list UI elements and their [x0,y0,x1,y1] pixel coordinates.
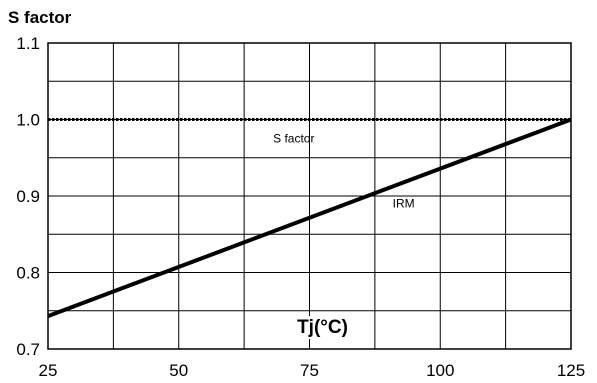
x-tick-label: 100 [426,361,454,380]
y-tick-label: 0.9 [16,187,40,206]
plot-frame [47,42,572,350]
y-axis-title: S factor [8,8,72,27]
x-tick-label: 25 [39,361,58,380]
y-tick-labels: 1.1 1.0 0.9 0.8 0.7 [16,34,40,359]
y-tick-label: 0.8 [16,264,40,283]
x-tick-label: 125 [557,361,585,380]
series-line-irm [47,117,572,318]
annotation-label: S factor [273,131,314,145]
y-tick-label: 0.7 [16,340,40,359]
y-tick-label: 1.0 [16,111,40,130]
x-tick-label: 50 [169,361,188,380]
x-axis-title: Tj(°C) [297,317,348,338]
annotations: S factor IRM [273,131,415,210]
series-lines [47,117,572,318]
x-tick-label: 75 [300,361,319,380]
x-tick-labels: 25 50 75 100 125 [39,361,586,380]
annotation-label: IRM [393,196,415,210]
x-axis-title-box: Tj(°C) [293,316,352,339]
y-tick-label: 1.1 [16,34,40,53]
grid [47,42,572,350]
